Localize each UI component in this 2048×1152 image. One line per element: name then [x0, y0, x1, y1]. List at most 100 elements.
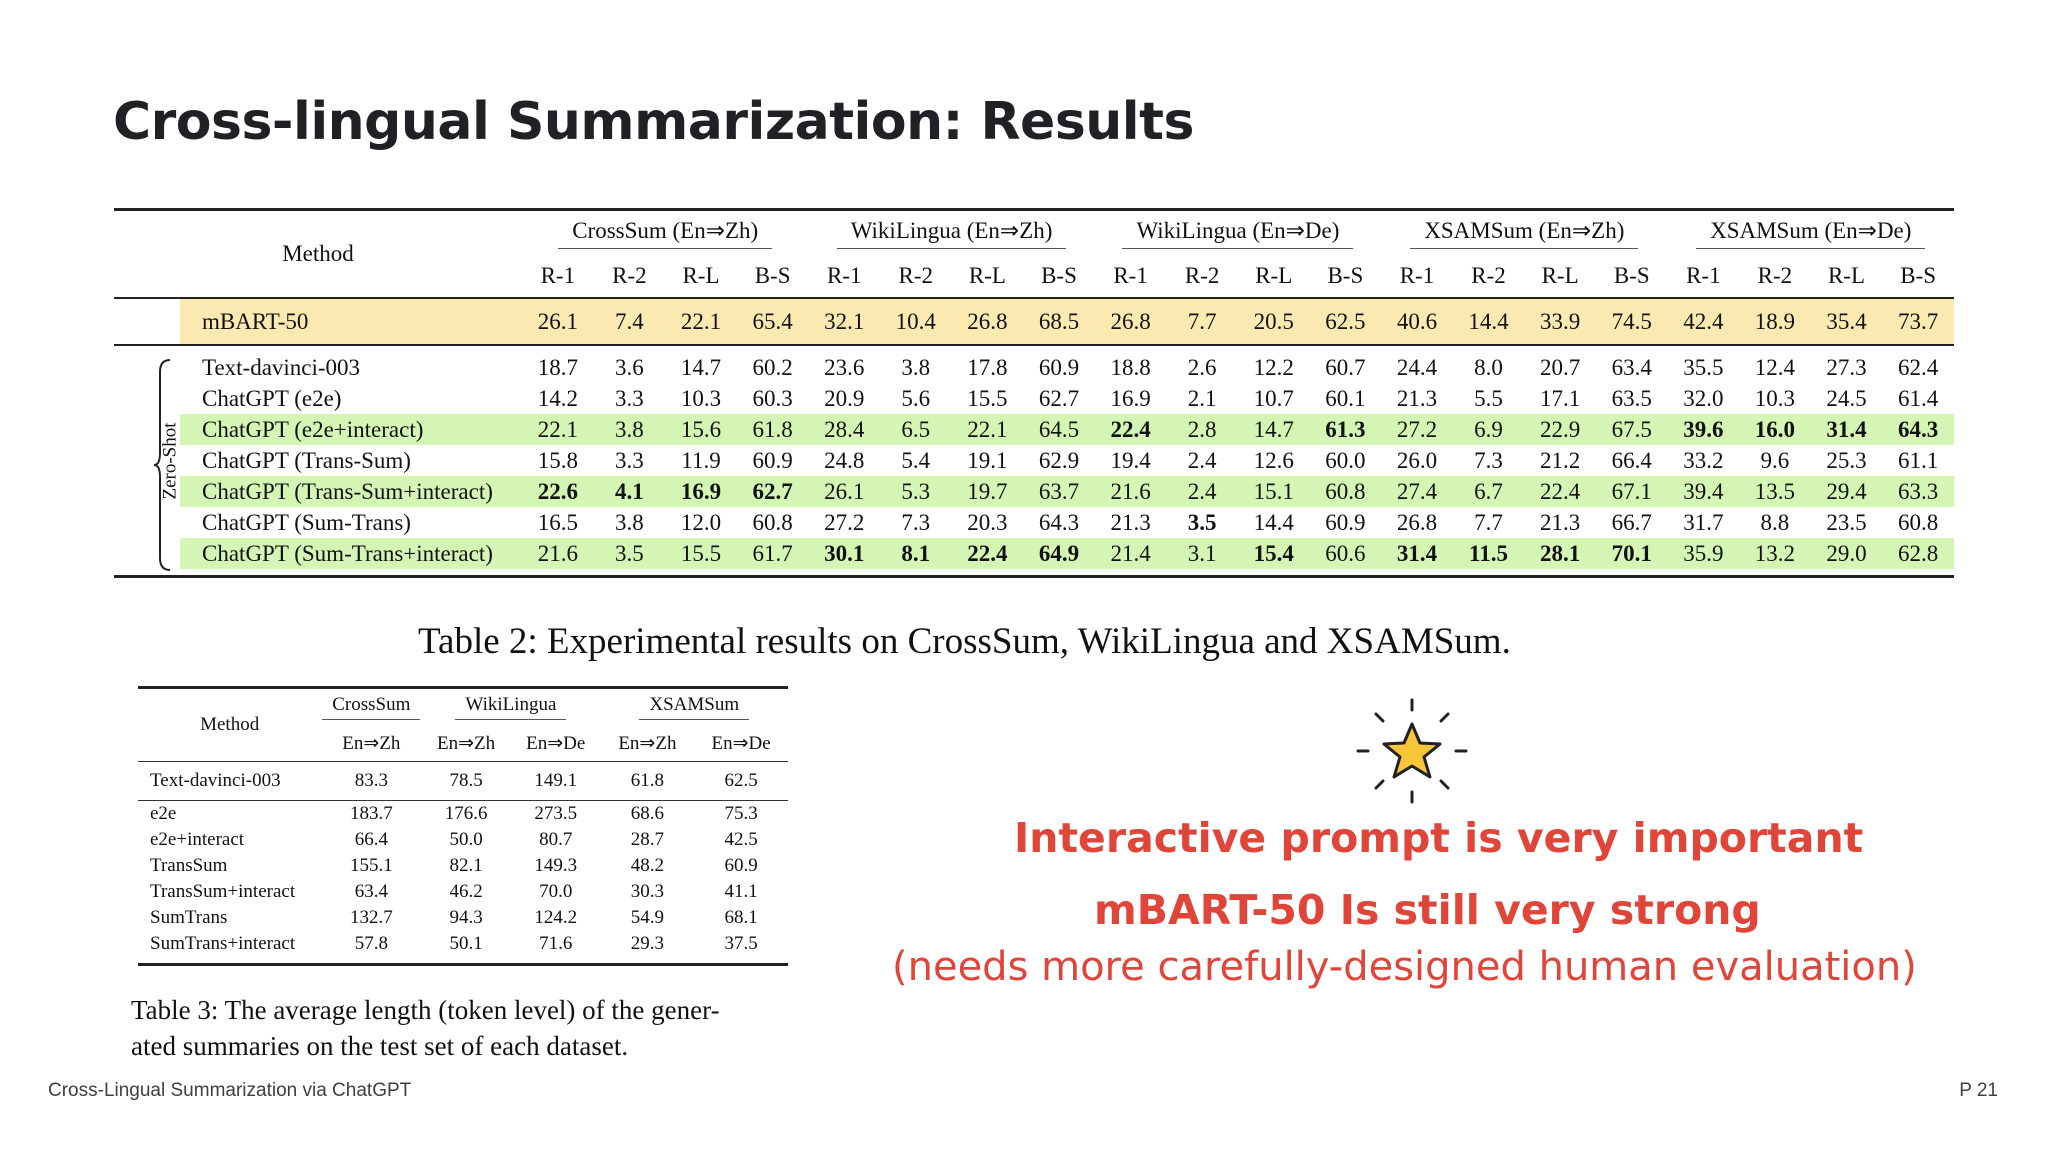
- table-row: e2e+interact 66.4 50.0 80.7 28.7 42.5: [138, 827, 788, 853]
- table-cell: 22.1: [951, 414, 1024, 445]
- table-cell: 10.3: [680, 385, 722, 411]
- metric-header: R-L: [1541, 263, 1579, 288]
- metric-header: R-L: [1827, 263, 1866, 288]
- table-cell: 18.8: [1110, 354, 1151, 380]
- group-header: XSAMSum (En⇒Zh): [1381, 211, 1667, 255]
- table-cell: 50.0: [449, 828, 483, 850]
- table-cell: 14.7: [680, 354, 722, 380]
- table-cell: 19.7: [951, 476, 1024, 507]
- group-header: CrossSum (En⇒Zh): [522, 211, 808, 255]
- table-cell: 63.5: [1611, 385, 1652, 411]
- metric-header: B-S: [1613, 263, 1650, 288]
- table-cell: 60.6: [1309, 538, 1382, 569]
- table-cell: 6.5: [879, 414, 952, 445]
- table-cell: 33.9: [1524, 299, 1596, 345]
- table-cell: 11.9: [681, 447, 721, 473]
- table-row: ChatGPT (e2e) 14.2 3.3 10.3 60.3 20.9 5.6 15.5 6…: [114, 383, 1954, 414]
- table-row: ChatGPT (Sum-Trans+interact) 21.6 3.5 15.5 6…: [114, 538, 1954, 569]
- table-cell: 35.4: [1810, 299, 1883, 345]
- table-cell: 61.3: [1309, 414, 1382, 445]
- table-cell: 21.6: [1094, 476, 1167, 507]
- table-cell: 39.4: [1667, 476, 1740, 507]
- table-cell: 12.2: [1253, 354, 1294, 380]
- table-cell: 75.3: [724, 802, 758, 824]
- table-cell: 63.3: [1882, 476, 1954, 507]
- table-cell: 9.6: [1760, 447, 1790, 473]
- table-cell: 66.4: [354, 828, 388, 850]
- metric-header: R-2: [1757, 263, 1793, 288]
- table-cell: 29.0: [1810, 538, 1883, 569]
- table-cell: 3.8: [901, 354, 931, 380]
- table-cell: 62.7: [736, 476, 809, 507]
- highlight-line: mBART-50 Is still very strong: [1094, 886, 1761, 934]
- table-row: ChatGPT (Trans-Sum) 15.8 3.3 11.9 60.9 24.8 5.…: [114, 445, 1954, 476]
- table-cell: 14.4: [1253, 509, 1294, 535]
- group-header: XSAMSum: [601, 689, 788, 725]
- table-row: Zero-Shot Text-davinci-003 18.7 3.6 14.7 60.2…: [114, 352, 1954, 571]
- table-row: Text-davinci-003 83.3 78.5 149.1 61.8 62…: [138, 762, 788, 800]
- table-cell: 30.3: [630, 880, 665, 902]
- table-cell: 10.4: [879, 299, 952, 345]
- table-cell: 26.8: [951, 299, 1024, 345]
- table-cell: 5.4: [901, 447, 931, 473]
- table-cell: 3.6: [615, 354, 644, 380]
- table-cell: 12.0: [680, 509, 722, 535]
- metric-header: R-1: [1686, 263, 1721, 288]
- row-label: e2e: [150, 802, 177, 824]
- table-cell: 2.4: [1166, 476, 1238, 507]
- table-cell: 7.4: [593, 299, 666, 345]
- direction-header: En⇒Zh: [342, 732, 401, 754]
- table-cell: 63.7: [1023, 476, 1095, 507]
- table-cell: 64.5: [1023, 414, 1095, 445]
- table-cell: 15.8: [537, 447, 578, 473]
- table-cell: 31.7: [1683, 509, 1724, 535]
- table-row: TransSum+interact 63.4 46.2 70.0 30.3 41.1: [138, 879, 788, 905]
- table-cell: 14.7: [1237, 414, 1310, 445]
- table-cell: 21.3: [1110, 509, 1151, 535]
- metric-header: R-1: [826, 263, 862, 288]
- table-cell: 24.4: [1396, 354, 1438, 380]
- table2-caption: Table 2: Experimental results on CrossSu…: [418, 621, 1511, 662]
- table-cell: 21.6: [522, 538, 594, 569]
- row-label: ChatGPT (Sum-Trans+interact): [180, 538, 523, 569]
- method-header: Method: [200, 714, 260, 735]
- table-cell: 183.7: [349, 802, 393, 824]
- table-cell: 73.7: [1882, 299, 1954, 345]
- table-cell: 10.3: [1754, 385, 1796, 411]
- table-cell: 41.1: [724, 880, 758, 902]
- footer-text: Cross-Lingual Summarization via ChatGPT: [48, 1080, 412, 1101]
- table-cell: 26.8: [1396, 509, 1438, 535]
- table-cell: 25.3: [1826, 447, 1867, 473]
- table-cell: 68.5: [1023, 299, 1095, 345]
- table-cell: 62.7: [1038, 385, 1080, 411]
- table-cell: 64.3: [1038, 509, 1080, 535]
- table-cell: 149.1: [534, 769, 578, 791]
- row-label: ChatGPT (Trans-Sum): [202, 447, 411, 473]
- table-cell: 3.1: [1166, 538, 1238, 569]
- row-label: TransSum+interact: [150, 880, 296, 902]
- table-cell: 60.0: [1325, 447, 1366, 473]
- table-cell: 64.3: [1882, 414, 1954, 445]
- table-cell: 20.9: [824, 385, 865, 411]
- table-cell: 15.5: [967, 385, 1008, 411]
- table-cell: 18.9: [1739, 299, 1811, 345]
- table-cell: 63.4: [354, 880, 388, 902]
- row-label: Text-davinci-003: [202, 354, 361, 380]
- zero-shot-group: Zero-Shot: [114, 352, 181, 571]
- table-cell: 29.4: [1810, 476, 1883, 507]
- table-row: e2e 183.7 176.6 273.5 68.6 75.3: [138, 801, 788, 827]
- length-table: Method CrossSum WikiLingua XSAMSum En⇒Zh…: [138, 686, 788, 966]
- metric-header: B-S: [1327, 263, 1364, 288]
- page-number: P 21: [1959, 1080, 1998, 1101]
- table-cell: 32.0: [1683, 385, 1724, 411]
- brace-icon: [153, 359, 171, 571]
- slide-title: Cross-lingual Summarization: Results: [113, 92, 1194, 152]
- metric-header: R-2: [1471, 263, 1506, 288]
- table-cell: 57.8: [354, 932, 388, 954]
- table-cell: 20.3: [967, 509, 1008, 535]
- highlight-note: (needs more carefully-designed human eva…: [892, 944, 1917, 990]
- table-cell: 62.9: [1038, 447, 1080, 473]
- table-cell: 40.6: [1381, 299, 1453, 345]
- table-cell: 26.8: [1094, 299, 1167, 345]
- table-cell: 94.3: [449, 906, 483, 928]
